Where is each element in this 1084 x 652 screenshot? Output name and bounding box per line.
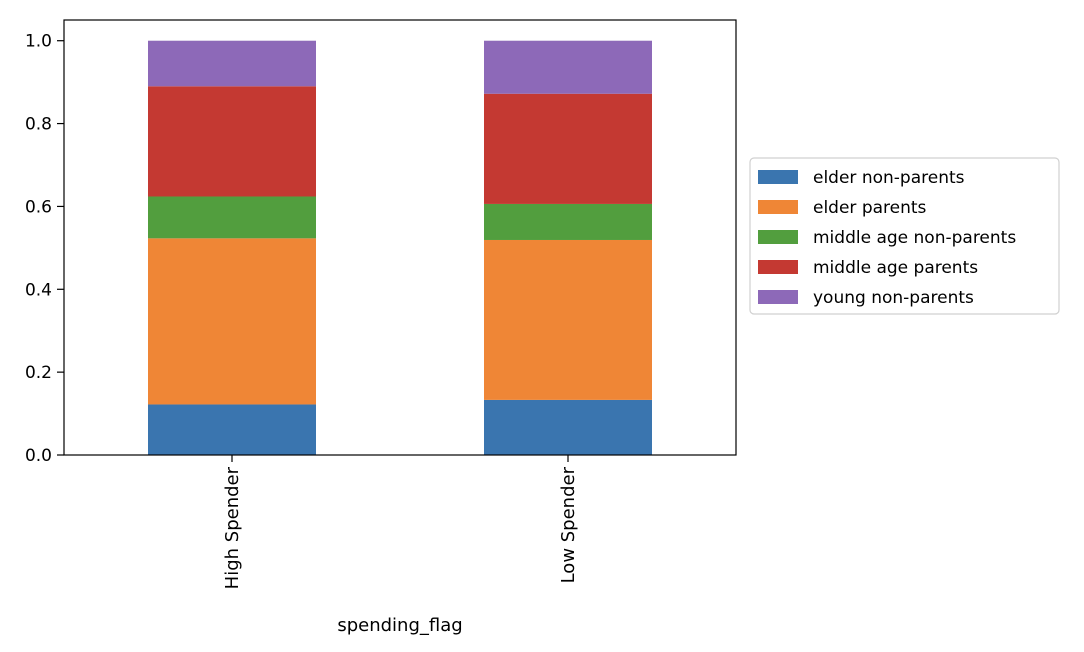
bar-segment [484, 40, 652, 94]
y-tick-label: 0.0 [25, 446, 52, 466]
bar-segment [148, 238, 316, 405]
bars-layer [148, 40, 652, 455]
bar-segment [148, 196, 316, 239]
y-tick-label: 1.0 [25, 32, 52, 52]
legend-box [749, 157, 1060, 315]
bar-segment [148, 86, 316, 197]
y-tick-label: 0.2 [25, 363, 52, 383]
plot-frame [63, 19, 737, 456]
legend-label: elder non-parents [813, 168, 965, 188]
legend-swatch [758, 290, 798, 304]
legend-label: middle age non-parents [813, 228, 1016, 248]
bar-segment [148, 40, 316, 87]
legend: elder non-parents elder parents middle age… [749, 157, 1060, 315]
y-axis: 0.0 0.2 0.4 0.6 0.8 1.0 [25, 32, 64, 466]
legend-swatch [758, 170, 798, 184]
bar-segment [484, 399, 652, 455]
x-tick-label: High Spender [222, 466, 243, 589]
legend-swatch [758, 260, 798, 274]
y-tick-label: 0.6 [25, 197, 52, 217]
x-axis-label: spending_flag [337, 615, 462, 636]
legend-label: young non-parents [813, 288, 974, 308]
y-tick-label: 0.4 [25, 280, 52, 300]
bar-segment [484, 93, 652, 204]
y-tick-label: 0.8 [25, 115, 52, 135]
bar-segment [484, 239, 652, 400]
legend-label: middle age parents [813, 258, 978, 278]
legend-swatch [758, 230, 798, 244]
legend-label: elder parents [813, 198, 927, 218]
bar-segment [484, 203, 652, 240]
bar-segment [148, 404, 316, 455]
legend-swatch [758, 200, 798, 214]
x-axis: High Spender Low Spender [222, 455, 579, 589]
x-tick-label: Low Spender [558, 466, 579, 583]
